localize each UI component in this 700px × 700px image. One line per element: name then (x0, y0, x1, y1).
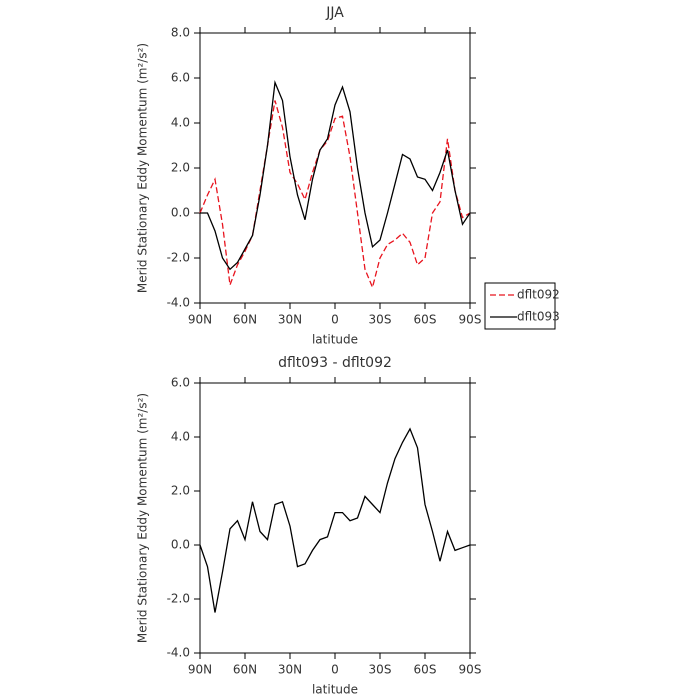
x-tick-label: 30S (369, 663, 392, 677)
x-tick-label: 60S (414, 663, 437, 677)
legend-box (484, 282, 556, 330)
y-tick-label: 6.0 (171, 376, 190, 390)
data-line (199, 427, 471, 613)
y-tick-label: -2.0 (167, 592, 190, 606)
data-line (199, 100, 471, 290)
x-tick-label: 30N (278, 663, 302, 677)
x-tick-label: 90N (188, 663, 212, 677)
y-tick-label: 2.0 (171, 484, 190, 498)
x-tick-label: 90S (459, 313, 482, 327)
x-tick-label: 0 (331, 663, 339, 677)
chart-title: JJA (325, 5, 344, 21)
legend-label: dflt093 (517, 310, 560, 324)
y-axis-label: Merid Stationary Eddy Momentum (m²/s²) (136, 393, 150, 643)
y-tick-label: -4.0 (167, 646, 190, 660)
y-tick-label: 8.0 (171, 26, 190, 40)
x-tick-label: 60N (233, 313, 257, 327)
y-tick-label: 2.0 (171, 161, 190, 175)
y-tick-label: 4.0 (171, 430, 190, 444)
x-axis-label: latitude (312, 333, 358, 347)
chart-title: dflt093 - dflt092 (278, 355, 392, 371)
y-tick-label: 4.0 (171, 116, 190, 130)
plot-frame (199, 382, 471, 654)
x-tick-label: 90N (188, 313, 212, 327)
y-axis-label: Merid Stationary Eddy Momentum (m²/s²) (136, 43, 150, 293)
x-tick-label: 60N (233, 663, 257, 677)
x-tick-label: 90S (459, 663, 482, 677)
data-line (200, 79, 471, 271)
plot-frame (199, 32, 471, 304)
x-tick-label: 30N (278, 313, 302, 327)
x-tick-label: 60S (414, 313, 437, 327)
x-tick-label: 30S (369, 313, 392, 327)
x-axis-label: latitude (312, 683, 358, 697)
y-tick-label: 0.0 (171, 206, 190, 220)
x-tick-label: 0 (331, 313, 339, 327)
y-tick-label: -2.0 (167, 251, 190, 265)
legend-label: dflt092 (517, 288, 560, 302)
y-tick-label: -4.0 (167, 296, 190, 310)
y-tick-label: 6.0 (171, 71, 190, 85)
y-tick-label: 0.0 (171, 538, 190, 552)
